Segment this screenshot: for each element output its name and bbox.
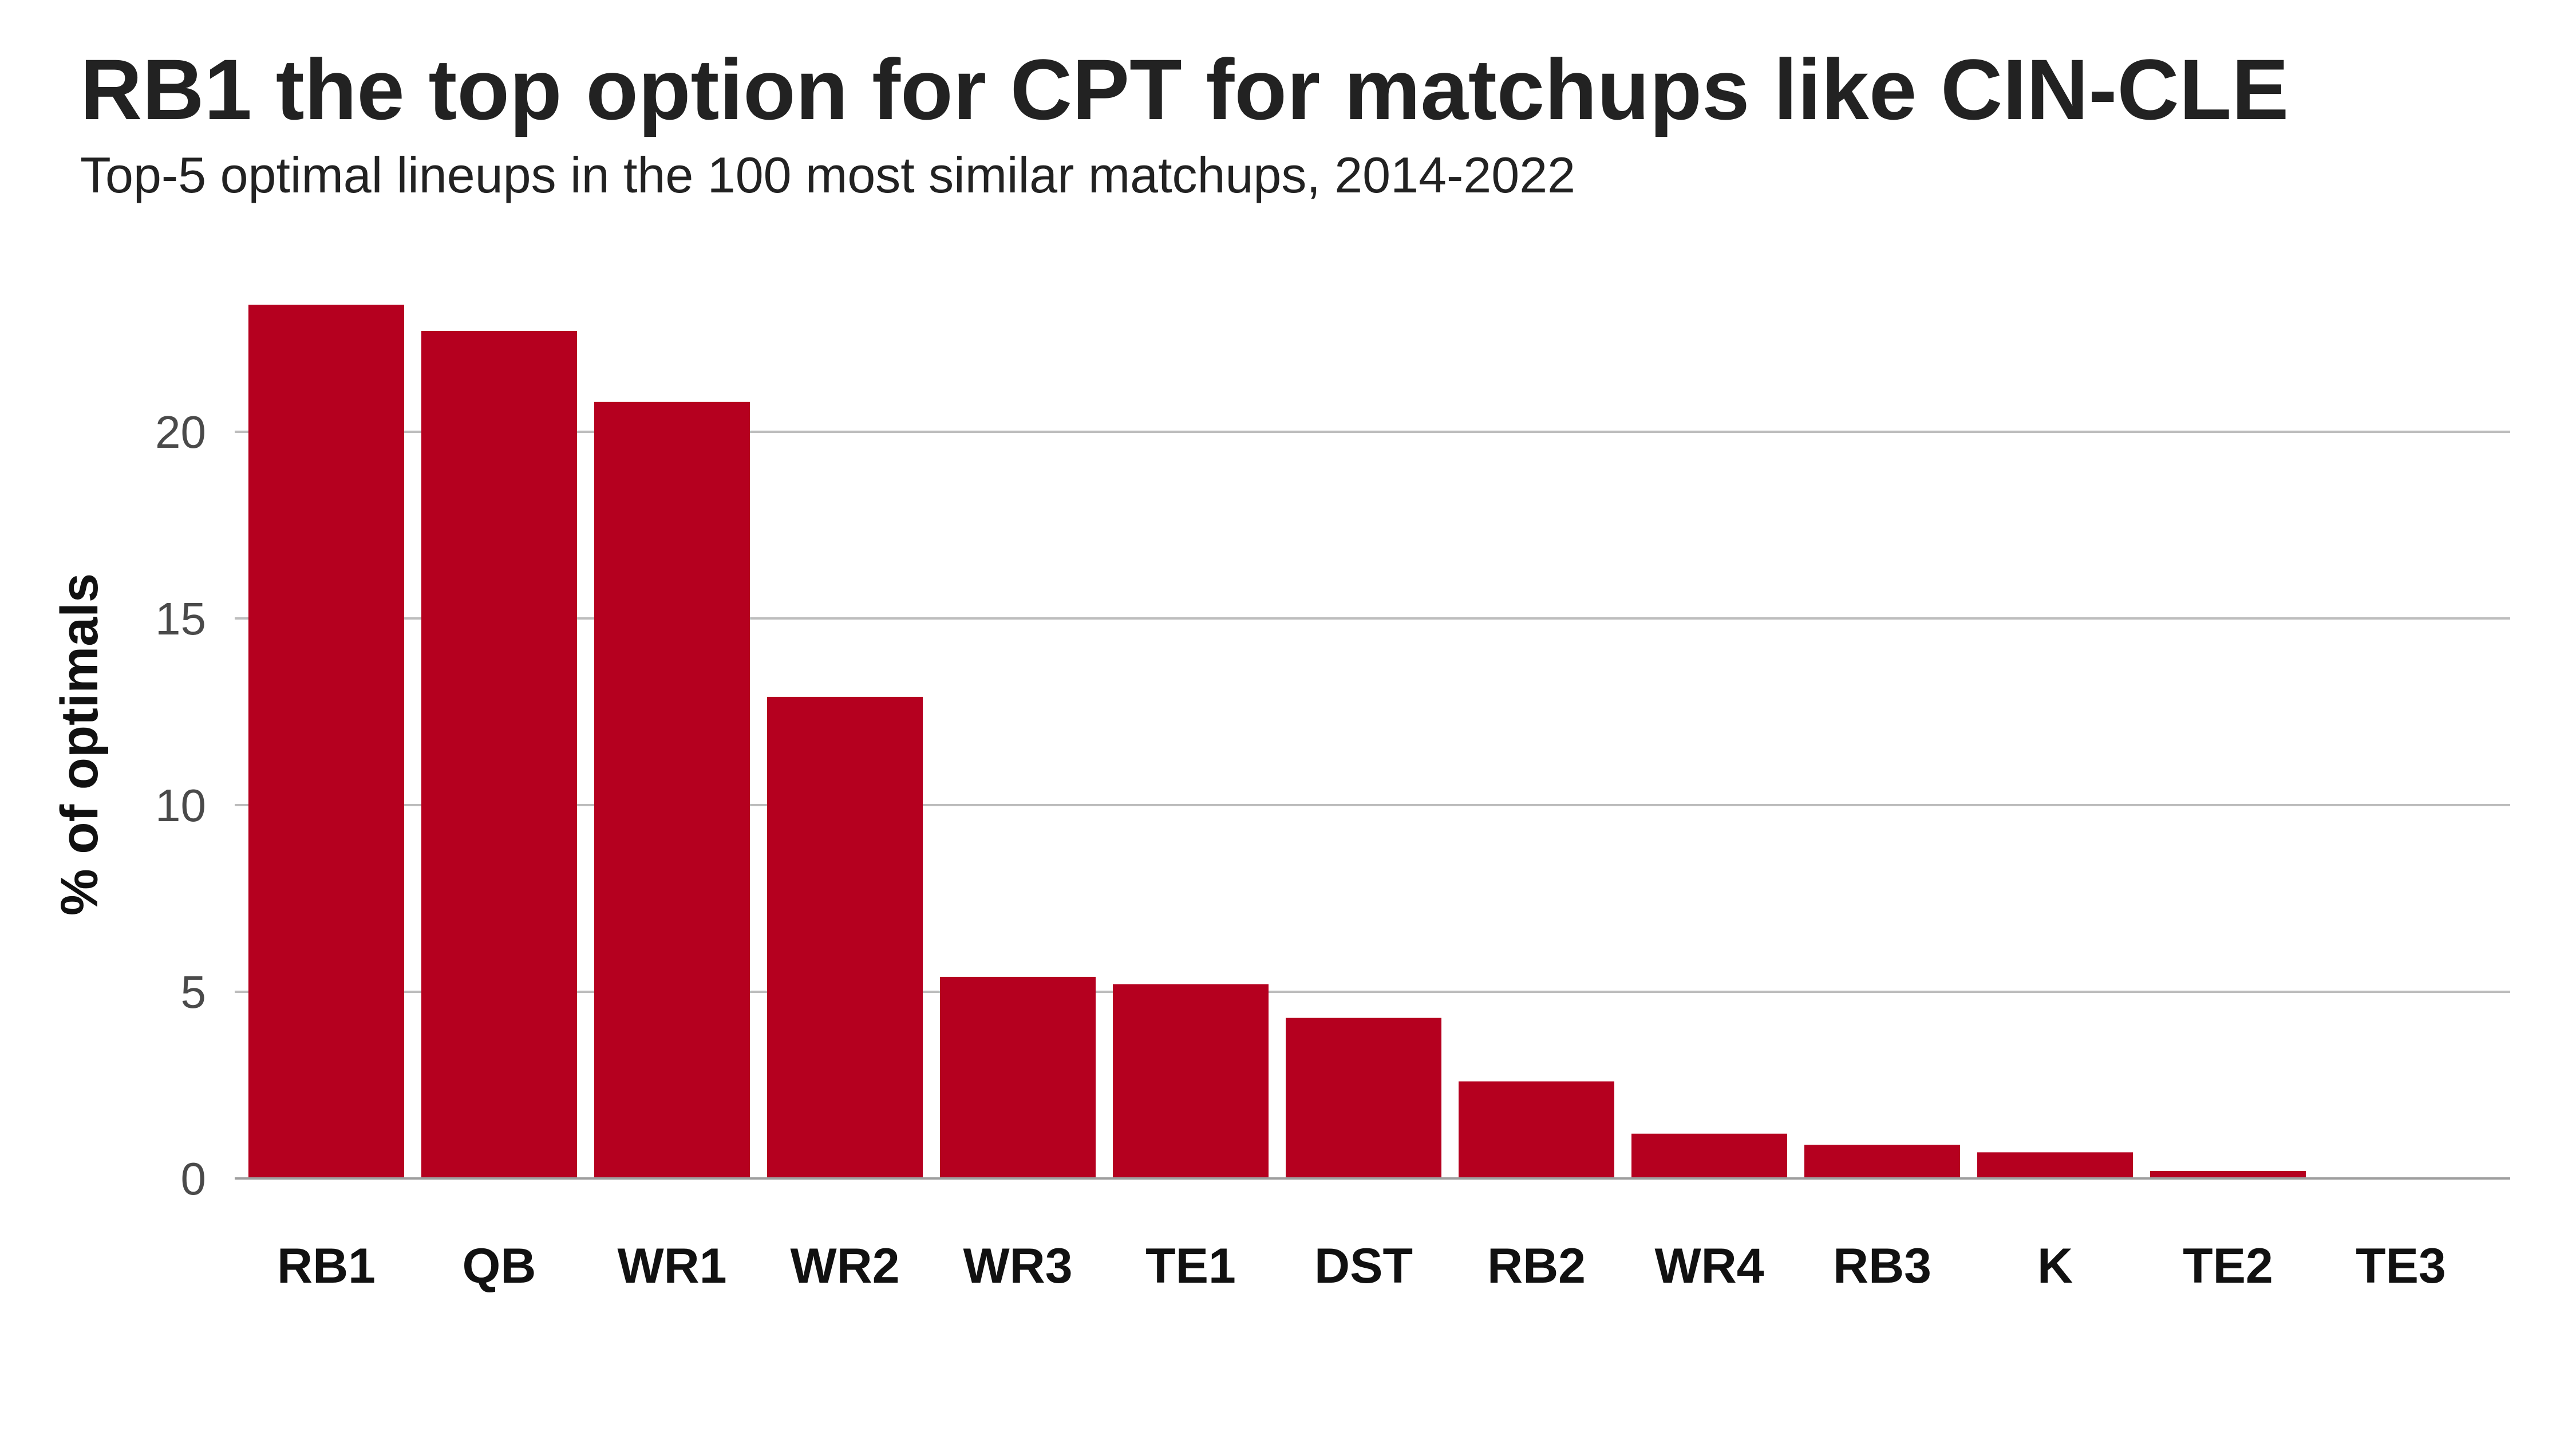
x-tick-label-k: K xyxy=(2037,1239,2073,1294)
x-tick-label-rb1: RB1 xyxy=(277,1239,376,1294)
x-tick-label-qb: QB xyxy=(463,1239,536,1294)
chart-subtitle: Top-5 optimal lineups in the 100 most si… xyxy=(80,147,1576,203)
x-tick-label-rb3: RB3 xyxy=(1833,1239,1931,1294)
y-tick-label: 5 xyxy=(181,967,207,1018)
x-tick-label-wr2: WR2 xyxy=(790,1239,899,1294)
bar-wr3 xyxy=(940,976,1096,1178)
x-tick-label-dst: DST xyxy=(1314,1239,1413,1294)
x-tick-label-te1: TE1 xyxy=(1145,1239,1236,1294)
x-tick-labels: RB1 QB WR1 WR2 WR3 TE1 DST RB2 WR4 RB3 K TE2 TE3 xyxy=(277,1239,2446,1294)
chart-title: RB1 the top option for CPT for matchups … xyxy=(80,41,2289,137)
x-tick-label-rb2: RB2 xyxy=(1487,1239,1586,1294)
bar-rb3 xyxy=(1804,1145,1960,1178)
y-tick-label: 15 xyxy=(155,593,206,644)
y-tick-label: 0 xyxy=(181,1153,207,1204)
bar-k xyxy=(1977,1152,2133,1178)
x-tick-label-wr3: WR3 xyxy=(963,1239,1072,1294)
bars xyxy=(248,305,2306,1179)
x-tick-label-te3: TE3 xyxy=(2356,1239,2446,1294)
x-tick-label-te2: TE2 xyxy=(2183,1239,2273,1294)
bar-qb xyxy=(421,330,577,1179)
y-axis-title: % of optimals xyxy=(50,573,109,916)
x-tick-label-wr4: WR4 xyxy=(1654,1239,1764,1294)
y-tick-label: 20 xyxy=(155,407,206,458)
bar-te1 xyxy=(1113,984,1269,1178)
x-tick-label-wr1: WR1 xyxy=(617,1239,726,1294)
y-tick-labels: 0 5 10 15 20 xyxy=(155,407,206,1204)
bar-rb1 xyxy=(248,305,404,1178)
bar-wr1 xyxy=(594,401,750,1178)
bar-te2 xyxy=(2150,1170,2306,1178)
bar-dst xyxy=(1286,1018,1441,1178)
bar-wr4 xyxy=(1631,1133,1787,1178)
bar-wr2 xyxy=(767,696,923,1178)
bar-rb2 xyxy=(1459,1081,1614,1178)
y-tick-label: 10 xyxy=(155,780,206,831)
